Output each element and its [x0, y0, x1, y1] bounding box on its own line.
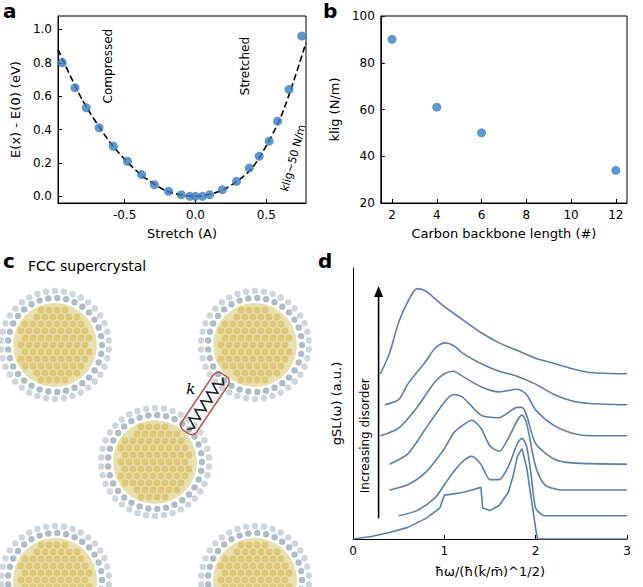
svg-text:Compressed: Compressed	[101, 29, 115, 104]
svg-text:2: 2	[388, 208, 396, 222]
svg-text:0.0: 0.0	[33, 189, 52, 203]
svg-text:gSL(ω) (a.u.): gSL(ω) (a.u.)	[329, 362, 344, 446]
html-text:a: a	[3, 0, 17, 23]
svg-text:FCC supercrystal: FCC supercrystal	[28, 258, 146, 274]
svg-text:1.0: 1.0	[33, 22, 52, 36]
svg-text:10: 10	[563, 208, 578, 222]
svg-text:20: 20	[360, 196, 375, 210]
svg-text:12: 12	[608, 208, 623, 222]
svg-text:0.4: 0.4	[33, 123, 52, 137]
svg-text:0.5: 0.5	[257, 208, 276, 222]
svg-text:0.0: 0.0	[186, 208, 205, 222]
svg-text:Stretched: Stretched	[238, 37, 252, 95]
svg-text:klig~50 N/m: klig~50 N/m	[278, 123, 308, 193]
svg-text:ħω/(ħ(k̄/m̄)^1/2): ħω/(ħ(k̄/m̄)^1/2)	[435, 564, 545, 579]
svg-text:1: 1	[441, 544, 449, 558]
svg-text:Stretch (A): Stretch (A)	[147, 226, 217, 241]
svg-text:8: 8	[522, 208, 530, 222]
svg-text:100: 100	[352, 9, 375, 23]
svg-text:6: 6	[478, 208, 486, 222]
svg-text:80: 80	[360, 56, 375, 70]
svg-text:0.8: 0.8	[33, 56, 52, 70]
html-text:c: c	[3, 249, 15, 273]
svg-text:2: 2	[532, 544, 540, 558]
svg-text:Carbon backbone length (#): Carbon backbone length (#)	[411, 226, 596, 241]
svg-text:3: 3	[623, 544, 631, 558]
svg-text:E(x) - E(0) (eV): E(x) - E(0) (eV)	[8, 61, 23, 158]
svg-text:Increasing disorder: Increasing disorder	[358, 378, 372, 493]
svg-text:-0.5: -0.5	[113, 208, 136, 222]
svg-text:k: k	[186, 380, 195, 398]
html-text:d: d	[318, 249, 333, 273]
svg-text:40: 40	[360, 149, 375, 163]
html-text:b: b	[323, 0, 338, 23]
svg-text:0.6: 0.6	[33, 89, 52, 103]
svg-text:4: 4	[433, 208, 441, 222]
svg-text:60: 60	[360, 103, 375, 117]
svg-text:0.2: 0.2	[33, 156, 52, 170]
svg-text:0: 0	[349, 544, 357, 558]
svg-text:klig (N/m): klig (N/m)	[327, 77, 342, 141]
